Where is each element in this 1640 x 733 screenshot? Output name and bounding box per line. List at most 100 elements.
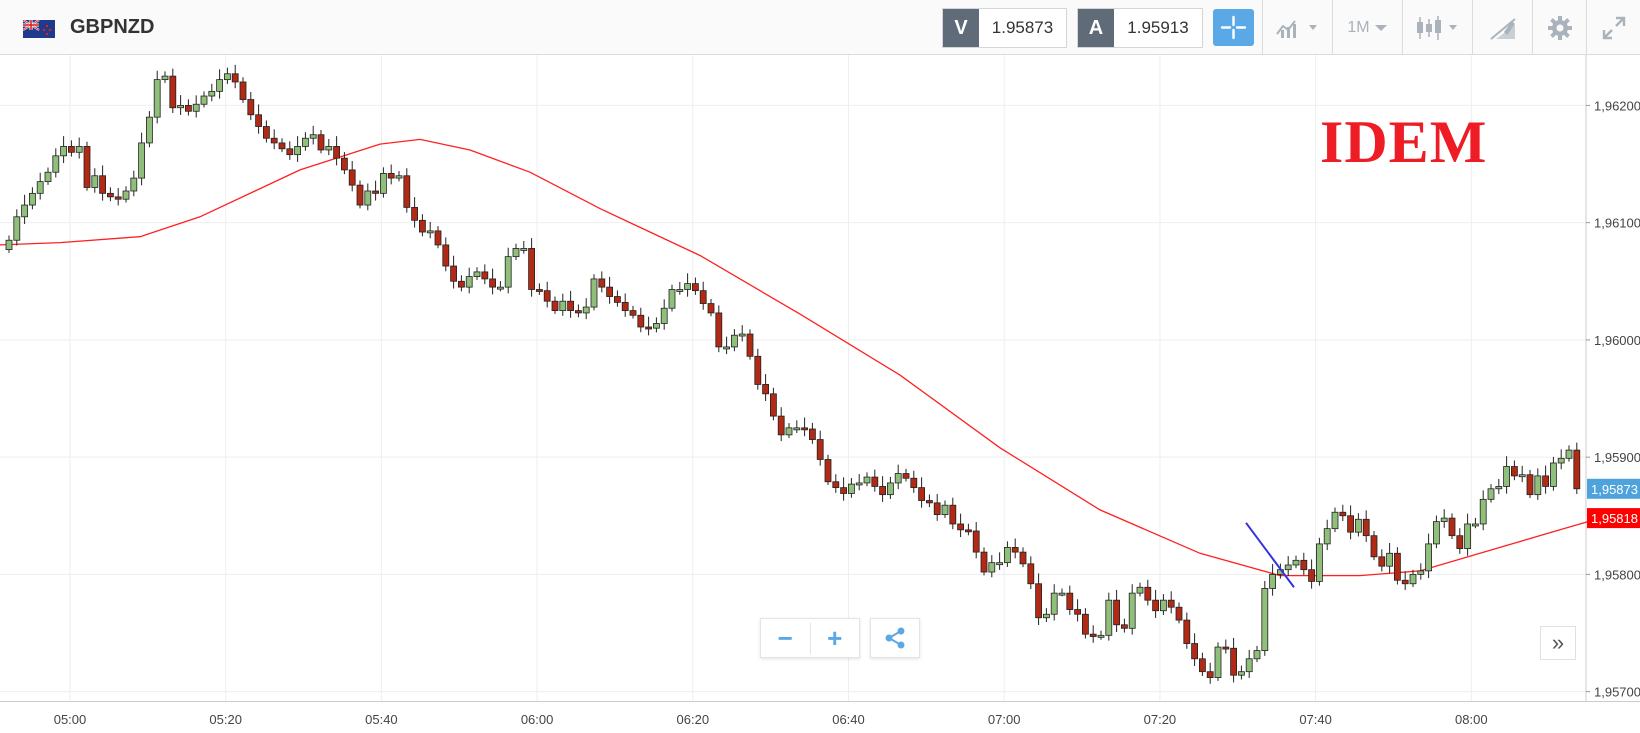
candle-body-bull [1323,528,1331,545]
candle [1526,470,1534,498]
candle-body-bull [1479,498,1487,525]
candle [122,186,130,203]
candle [840,477,847,501]
candle-body-bear [551,300,559,311]
candle [1370,531,1378,561]
candle [333,136,341,166]
candle [138,132,146,186]
candle-body-bear [715,312,723,348]
candle-body-bull [941,504,949,515]
candle-body-bull [309,134,317,139]
candle-body-bull [855,482,863,486]
candle-body-bear [239,81,247,100]
draw-button[interactable] [1472,0,1532,55]
candle-body-bull [1284,564,1292,571]
candle-body-bull [512,248,520,258]
candle [1386,542,1393,574]
candle [1378,549,1386,572]
zoom-in-button[interactable]: + [827,622,843,653]
candle [1222,639,1230,654]
candle-body-bull [738,333,746,337]
candle [1230,637,1237,683]
candle [1331,507,1339,532]
candle-body-bear [114,196,122,200]
candle [1074,599,1081,622]
scroll-right-button[interactable]: » [1540,626,1576,660]
candle [1323,519,1331,551]
candle-body-bear [957,523,964,531]
candle [1105,592,1113,641]
zoom-out-button[interactable]: − [761,622,811,654]
candle-body-bear [972,530,980,553]
candle [941,500,949,518]
x-tick-label: 05:00 [54,712,87,727]
candle-body-bull [504,256,512,288]
candle [1058,588,1066,597]
candle-body-bear [567,300,574,311]
candle-body-bull [590,278,598,308]
candle-body-bear [871,476,879,487]
candle-body-bear [543,290,551,302]
candle [832,474,840,493]
candle [340,152,348,175]
candle [1355,513,1362,537]
candle-body-bull [676,289,684,292]
candle [1253,645,1261,663]
settings-button[interactable] [1532,0,1586,55]
candle [926,494,933,508]
candle [512,243,520,260]
candle-body-bear [918,487,925,501]
chart-type-button[interactable] [1262,0,1332,55]
crosshair-button[interactable] [1213,9,1254,46]
candle-body-bear [1089,633,1097,637]
candle [1409,569,1417,588]
candle-body-bull [996,562,1003,566]
candle-body-bull [301,137,309,147]
candle-body-bear [949,504,957,525]
candle [325,138,333,156]
trend-annotation-line[interactable] [1245,522,1295,588]
candle [668,284,676,312]
fullscreen-button[interactable] [1586,0,1640,55]
candle-body-bull [130,177,138,192]
candle [965,523,972,536]
candle-body-bull [863,476,871,484]
candle-body-bull [1464,523,1471,549]
candle-body-bear [1347,515,1354,533]
candle-body-bear [699,290,707,304]
candle [863,472,871,487]
candle-body-bull [13,216,21,241]
candle-body-bear [1121,624,1128,629]
candle [1206,662,1214,684]
candle [1479,490,1487,531]
candle-body-bear [1175,606,1183,621]
candle-body-bull [1331,511,1339,530]
candle [153,70,161,124]
candle-body-bull [894,473,902,484]
candle-body-bull [44,171,52,183]
indicators-button[interactable] [1402,0,1472,55]
candle [1401,571,1409,590]
candle-body-bear [1573,449,1581,490]
share-button[interactable] [870,618,920,658]
candle [1472,517,1479,529]
buy-price-button[interactable]: A 1.95913 [1077,8,1203,48]
y-tick-label: 1,95700 [1594,685,1640,700]
sell-price-button[interactable]: V 1.95873 [942,8,1067,48]
candle-body-bear [933,502,941,515]
candle [699,281,707,310]
x-tick-label: 06:00 [521,712,554,727]
candle [1308,559,1315,589]
candle [559,293,567,316]
timeframe-dropdown[interactable]: 1M [1332,0,1402,55]
ma-price-marker [1587,508,1640,529]
candle-body-bear [1511,466,1518,477]
candle [1245,649,1253,678]
price-chart[interactable]: 1,95700 1,95800 1,95900 1,96000 1,96100 1,962… [0,55,1640,733]
y-tick-label: 1,96100 [1594,216,1640,231]
candle [723,336,730,355]
candle [629,305,637,319]
candle [169,68,177,114]
candle-body-bear [387,173,395,179]
candle [1316,537,1323,586]
